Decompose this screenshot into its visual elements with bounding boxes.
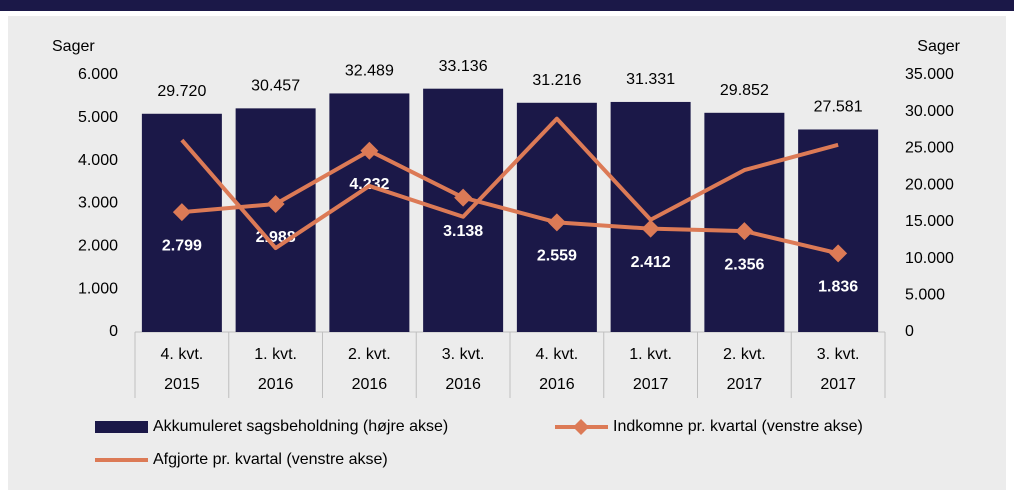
- line-value-label: 2.356: [724, 256, 764, 273]
- x-tick-label: 2015: [164, 376, 200, 393]
- bar-value-label: 31.331: [626, 71, 675, 88]
- bar: [141, 113, 222, 332]
- y2-tick-label: 25.000: [905, 140, 954, 157]
- legend-label: Indkomne pr. kvartal (venstre akse): [613, 418, 863, 435]
- header-band: [0, 0, 1014, 11]
- x-tick-label: 1. kvt.: [254, 346, 297, 363]
- legend-swatch: [95, 421, 148, 433]
- y2-tick-label: 20.000: [905, 176, 954, 193]
- y-tick-label: 1.000: [78, 280, 118, 297]
- y-tick-label: 0: [109, 323, 118, 340]
- x-tick-label: 4. kvt.: [161, 346, 204, 363]
- y2-tick-label: 10.000: [905, 250, 954, 267]
- legend-marker: [573, 419, 589, 435]
- bar-value-label: 30.457: [251, 78, 300, 95]
- line-marker: [547, 213, 566, 232]
- line-series: [181, 148, 839, 256]
- line-marker: [360, 141, 379, 160]
- line-marker: [735, 222, 754, 241]
- line-value-label: 2.412: [631, 254, 671, 271]
- x-tick-label: 1. kvt.: [629, 346, 672, 363]
- line-marker: [172, 203, 191, 222]
- y-axis-label: Sager: [52, 38, 95, 55]
- line-value-label: 1.836: [818, 279, 858, 296]
- bar: [329, 93, 410, 332]
- x-tick-label: 2017: [633, 376, 669, 393]
- line-marker: [454, 188, 473, 207]
- x-tick-label: 2017: [727, 376, 763, 393]
- y-tick-label: 3.000: [78, 195, 118, 212]
- bar-value-label: 32.489: [345, 63, 394, 80]
- x-tick-label: 2016: [352, 376, 388, 393]
- y2-tick-label: 15.000: [905, 213, 954, 230]
- y-tick-label: 2.000: [78, 238, 118, 255]
- y2-tick-label: 30.000: [905, 103, 954, 120]
- x-tick-label: 3. kvt.: [817, 346, 860, 363]
- legend-label: Afgjorte pr. kvartal (venstre akse): [153, 451, 388, 468]
- legend-label: Akkumuleret sagsbeholdning (højre akse): [153, 418, 448, 435]
- bar: [798, 129, 879, 332]
- line-value-label: 2.559: [537, 248, 577, 265]
- line-marker: [829, 244, 848, 263]
- y2-tick-label: 35.000: [905, 66, 954, 83]
- bar-value-label: 29.720: [157, 83, 206, 100]
- bar-value-label: 27.581: [814, 99, 863, 116]
- x-tick-label: 2016: [445, 376, 481, 393]
- x-tick-label: 2017: [820, 376, 856, 393]
- line-series: [180, 116, 839, 251]
- y-tick-label: 6.000: [78, 66, 118, 83]
- x-tick-label: 2. kvt.: [348, 346, 391, 363]
- bar: [423, 88, 504, 332]
- line-marker: [266, 195, 285, 214]
- x-tick-label: 2016: [258, 376, 294, 393]
- x-tick-label: 2016: [539, 376, 575, 393]
- y2-axis-label: Sager: [917, 38, 960, 55]
- line-value-label: 3.138: [443, 223, 483, 240]
- y-tick-label: 5.000: [78, 109, 118, 126]
- y-tick-label: 4.000: [78, 152, 118, 169]
- y2-tick-label: 0: [905, 323, 914, 340]
- line-value-label: 2.799: [162, 237, 202, 254]
- x-tick-label: 2. kvt.: [723, 346, 766, 363]
- x-tick-label: 4. kvt.: [536, 346, 579, 363]
- y2-tick-label: 5.000: [905, 287, 945, 304]
- line-marker: [641, 219, 660, 238]
- x-tick-label: 3. kvt.: [442, 346, 485, 363]
- bar-value-label: 31.216: [532, 72, 581, 89]
- bar-value-label: 33.136: [439, 58, 488, 75]
- bar-value-label: 29.852: [720, 82, 769, 99]
- bar: [235, 108, 316, 332]
